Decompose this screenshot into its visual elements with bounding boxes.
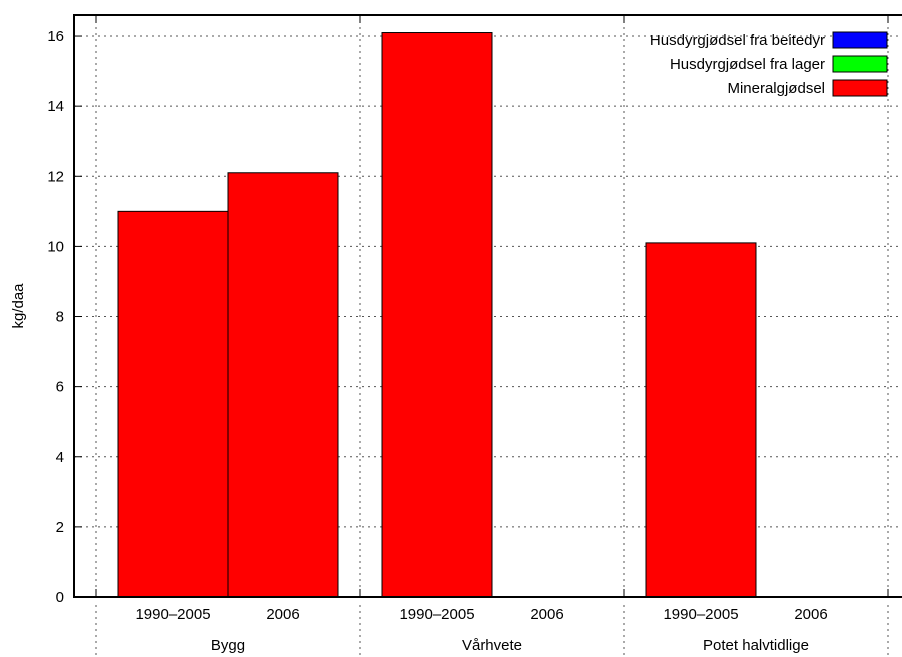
y-axis: 0 2 4 6 8 10 12 14 16 — [47, 28, 82, 606]
y-tick-label: 2 — [56, 519, 64, 536]
legend-label: Husdyrgjødsel fra lager — [670, 56, 825, 73]
y-tick-label: 14 — [47, 98, 64, 115]
x-tick-label: 2006 — [794, 606, 827, 623]
x-tick-label: 1990–2005 — [663, 606, 738, 623]
plot-frame — [73, 14, 902, 598]
x-tick-label: 1990–2005 — [399, 606, 474, 623]
legend-label: Husdyrgjødsel fra beitedyr — [650, 32, 825, 49]
y-tick-label: 16 — [47, 28, 64, 45]
x-tick-label: 2006 — [266, 606, 299, 623]
group-label: Vårhvete — [462, 637, 522, 654]
bar-0-1 — [227, 172, 339, 598]
x-tick-label: 2006 — [530, 606, 563, 623]
y-tick-label: 0 — [56, 589, 64, 606]
y-tick-label: 10 — [47, 238, 64, 255]
y-axis-label: kg/daa — [10, 283, 27, 329]
y-tick-label: 6 — [56, 379, 64, 396]
legend-swatch — [832, 31, 888, 49]
bars — [117, 32, 757, 598]
legend-swatch — [832, 55, 888, 73]
legend-label: Mineralgjødsel — [727, 80, 825, 97]
x-tick-label: 1990–2005 — [135, 606, 210, 623]
y-tick-label: 8 — [56, 309, 64, 326]
group-label: Potet halvtidlige — [703, 637, 809, 654]
bar-2-0 — [645, 242, 757, 598]
legend-swatch — [832, 79, 888, 97]
bar-1-0 — [381, 32, 493, 598]
y-tick-label: 12 — [47, 168, 64, 185]
group-label: Bygg — [211, 637, 245, 654]
bar-0-0 — [117, 210, 229, 598]
legend: Husdyrgjødsel fra beitedyr Husdyrgjødsel … — [650, 31, 888, 97]
y-tick-label: 4 — [56, 449, 64, 466]
